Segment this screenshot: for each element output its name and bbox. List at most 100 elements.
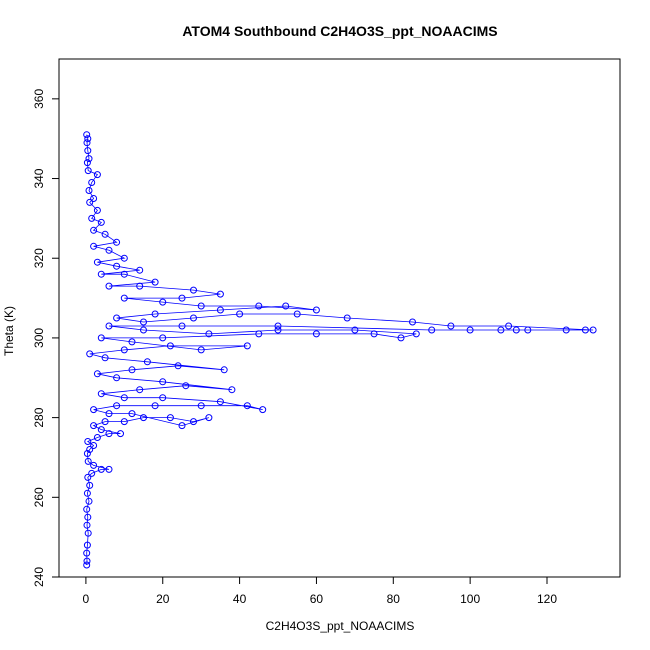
y-tick-label: 260 — [32, 487, 46, 507]
data-point — [88, 214, 96, 222]
data-point — [128, 410, 136, 418]
data-point — [97, 465, 105, 473]
data-point — [236, 310, 244, 318]
data-point — [512, 326, 520, 334]
data-point — [159, 298, 167, 306]
data-point — [83, 549, 91, 557]
data-point — [159, 394, 167, 402]
data-point — [205, 330, 213, 338]
y-axis-label: Theta (K) — [2, 306, 16, 356]
data-point — [259, 406, 267, 414]
data-point — [159, 378, 167, 386]
data-point — [93, 258, 101, 266]
data-point — [84, 457, 92, 465]
data-point — [216, 398, 224, 406]
y-tick-label: 280 — [32, 407, 46, 427]
data-point — [166, 414, 174, 422]
data-point — [90, 242, 98, 250]
data-point — [166, 342, 174, 350]
data-point — [84, 135, 92, 143]
data-point — [255, 330, 263, 338]
data-point — [274, 326, 282, 334]
data-point — [83, 521, 91, 529]
data-point — [282, 302, 290, 310]
x-tick-label: 80 — [387, 592, 401, 606]
y-axis: 240 260 280 300 320 340 360 — [32, 89, 60, 587]
x-tick-label: 40 — [233, 592, 247, 606]
data-point — [83, 131, 91, 139]
data-point — [351, 326, 359, 334]
series-line — [86, 134, 594, 566]
data-point — [343, 314, 351, 322]
data-point — [128, 338, 136, 346]
data-point — [120, 270, 128, 278]
data-point — [83, 139, 91, 147]
data-point — [97, 334, 105, 342]
data-point — [370, 330, 378, 338]
data-point — [97, 426, 105, 434]
data-point — [178, 294, 186, 302]
data-series — [83, 131, 597, 569]
data-point — [88, 179, 96, 186]
plot-frame — [58, 58, 621, 578]
data-point — [88, 469, 96, 477]
data-point — [83, 541, 91, 549]
data-point — [447, 322, 455, 330]
data-point — [84, 438, 92, 445]
data-point — [128, 366, 136, 374]
data-point — [90, 461, 98, 469]
data-point — [93, 171, 101, 179]
data-point — [174, 362, 182, 370]
data-point — [243, 342, 251, 350]
data-point — [178, 322, 186, 330]
data-point — [190, 286, 197, 294]
x-axis: 0 20 40 60 80 100 120 — [83, 576, 557, 606]
data-point — [190, 314, 197, 322]
data-point — [90, 442, 98, 449]
data-point — [136, 282, 144, 290]
data-point — [101, 418, 109, 426]
data-point — [113, 262, 121, 270]
data-point — [159, 334, 167, 342]
data-point — [562, 326, 570, 334]
data-point — [90, 422, 98, 430]
data-point — [85, 155, 93, 163]
data-point — [90, 195, 98, 202]
data-point — [84, 513, 92, 521]
data-point — [101, 354, 109, 362]
data-point — [83, 557, 91, 565]
data-point — [409, 318, 416, 326]
data-point — [93, 434, 101, 441]
data-point — [120, 394, 128, 402]
data-point — [151, 278, 159, 286]
data-point — [197, 402, 205, 410]
data-point — [151, 310, 159, 318]
data-point — [86, 198, 94, 206]
data-point — [293, 310, 301, 318]
data-point — [86, 446, 94, 453]
data-point — [83, 489, 91, 497]
data-point — [85, 497, 93, 505]
data-point — [178, 422, 186, 430]
data-point — [466, 326, 474, 334]
data-point — [105, 465, 113, 473]
data-point — [190, 418, 197, 426]
data-point — [117, 430, 124, 438]
data-point — [113, 314, 121, 322]
y-tick-label: 360 — [32, 89, 46, 109]
data-point — [83, 159, 91, 167]
data-point — [140, 326, 147, 334]
data-point — [120, 294, 128, 302]
data-point — [151, 402, 159, 410]
data-point — [497, 326, 505, 334]
data-point — [105, 282, 113, 290]
data-point — [312, 306, 320, 314]
data-point — [86, 481, 94, 489]
data-point — [197, 346, 205, 354]
data-point — [90, 406, 98, 414]
data-point — [274, 322, 282, 330]
x-tick-label: 100 — [460, 592, 480, 606]
data-point — [90, 226, 98, 234]
data-point — [105, 246, 113, 254]
